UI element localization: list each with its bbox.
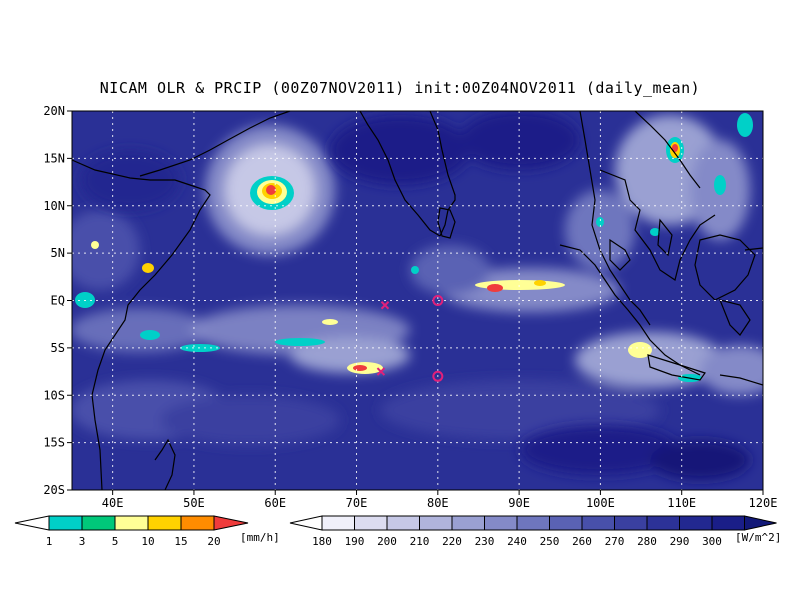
colorbar-tick-label: 230 xyxy=(475,535,495,548)
colorbar-swatch xyxy=(48,515,83,531)
colorbar-swatch xyxy=(321,515,355,531)
lon-tick-label: 70E xyxy=(346,496,368,510)
colorbar-tick-label: 15 xyxy=(174,535,187,548)
colorbar-swatch xyxy=(419,515,453,531)
colorbar-tick-label: 1 xyxy=(46,535,53,548)
lat-tick-label: 10S xyxy=(43,388,65,402)
colorbar-tick-label: 190 xyxy=(345,535,365,548)
colorbar-tick-label: 250 xyxy=(540,535,560,548)
colorbar-tick-label: 10 xyxy=(141,535,154,548)
longitude-axis: 40E 50E 60E 70E 80E 90E 100E 110E 120E xyxy=(102,490,778,510)
colorbar-tick-label: 20 xyxy=(207,535,220,548)
colorbar-right-extension xyxy=(744,515,777,531)
colorbar-swatch xyxy=(614,515,648,531)
colorbar-swatch xyxy=(147,515,182,531)
colorbar-left-extension xyxy=(289,515,323,531)
colorbar-tick-label: 290 xyxy=(670,535,690,548)
coastlines xyxy=(72,111,763,490)
colorbar-tick-label: 3 xyxy=(79,535,86,548)
colorbar-tick-label: 210 xyxy=(410,535,430,548)
colorbar-swatch xyxy=(81,515,116,531)
map-title: NICAM OLR & PRCIP (00Z07NOV2011) init:00… xyxy=(99,79,701,97)
colorbar-swatch xyxy=(549,515,583,531)
colorbar-tick-label: 300 xyxy=(702,535,722,548)
precip-unit: [mm/h] xyxy=(240,531,280,544)
map-panel xyxy=(72,111,763,490)
station-markers xyxy=(376,295,444,382)
colorbar-tick-label: 260 xyxy=(572,535,592,548)
olr-colorbar: 180 190 200 210 220 230 240 250 260 270 280 290 300 xyxy=(289,515,777,548)
colorbar-left-extension xyxy=(14,515,50,531)
latitude-axis: 20N 15N 10N 5N EQ 5S 10S 15S 20S xyxy=(43,104,72,497)
station-cross-marker xyxy=(380,301,390,310)
colorbar-swatch xyxy=(180,515,215,531)
precip-colorbar: 1 3 5 10 15 20 xyxy=(14,515,249,548)
colorbar-swatch xyxy=(114,515,149,531)
station-circle-marker xyxy=(432,370,444,382)
lon-tick-label: 50E xyxy=(183,496,205,510)
lon-tick-label: 60E xyxy=(264,496,286,510)
lat-tick-label: 20S xyxy=(43,483,65,497)
lon-tick-label: 40E xyxy=(102,496,124,510)
colorbar-tick-label: 200 xyxy=(377,535,397,548)
lat-tick-label: 5S xyxy=(51,341,65,355)
colorbar-swatch xyxy=(711,515,745,531)
colorbar-swatch xyxy=(679,515,713,531)
lon-tick-label: 90E xyxy=(508,496,530,510)
colorbar-swatch xyxy=(646,515,680,531)
graticule xyxy=(72,111,763,490)
colorbar-swatch xyxy=(354,515,388,531)
lat-tick-label: 15N xyxy=(43,151,65,165)
olr-clear-regions xyxy=(80,111,750,480)
lat-tick-label: 20N xyxy=(43,104,65,118)
olr-unit: [W/m^2] xyxy=(735,531,781,544)
colorbar-tick-label: 240 xyxy=(507,535,527,548)
lat-tick-label: EQ xyxy=(51,294,65,308)
colorbar-swatch xyxy=(516,515,550,531)
station-circle-marker xyxy=(432,295,444,306)
colorbar-swatch xyxy=(451,515,485,531)
colorbar-swatch xyxy=(386,515,420,531)
colorbar-swatch xyxy=(484,515,518,531)
station-cross-marker xyxy=(376,367,386,376)
colorbar-right-extension xyxy=(213,515,249,531)
colorbar-tick-label: 180 xyxy=(312,535,332,548)
lon-tick-label: 80E xyxy=(427,496,449,510)
lat-tick-label: 10N xyxy=(43,199,65,213)
colorbar-tick-label: 280 xyxy=(637,535,657,548)
lon-tick-label: 100E xyxy=(586,496,615,510)
lat-tick-label: 5N xyxy=(51,246,65,260)
lon-tick-label: 120E xyxy=(749,496,778,510)
lon-tick-label: 110E xyxy=(667,496,696,510)
lat-tick-label: 15S xyxy=(43,436,65,450)
colorbar-swatch xyxy=(581,515,615,531)
colorbar-tick-label: 220 xyxy=(442,535,462,548)
colorbar-tick-label: 5 xyxy=(112,535,119,548)
olr-field xyxy=(72,115,763,445)
colorbar-tick-label: 270 xyxy=(605,535,625,548)
